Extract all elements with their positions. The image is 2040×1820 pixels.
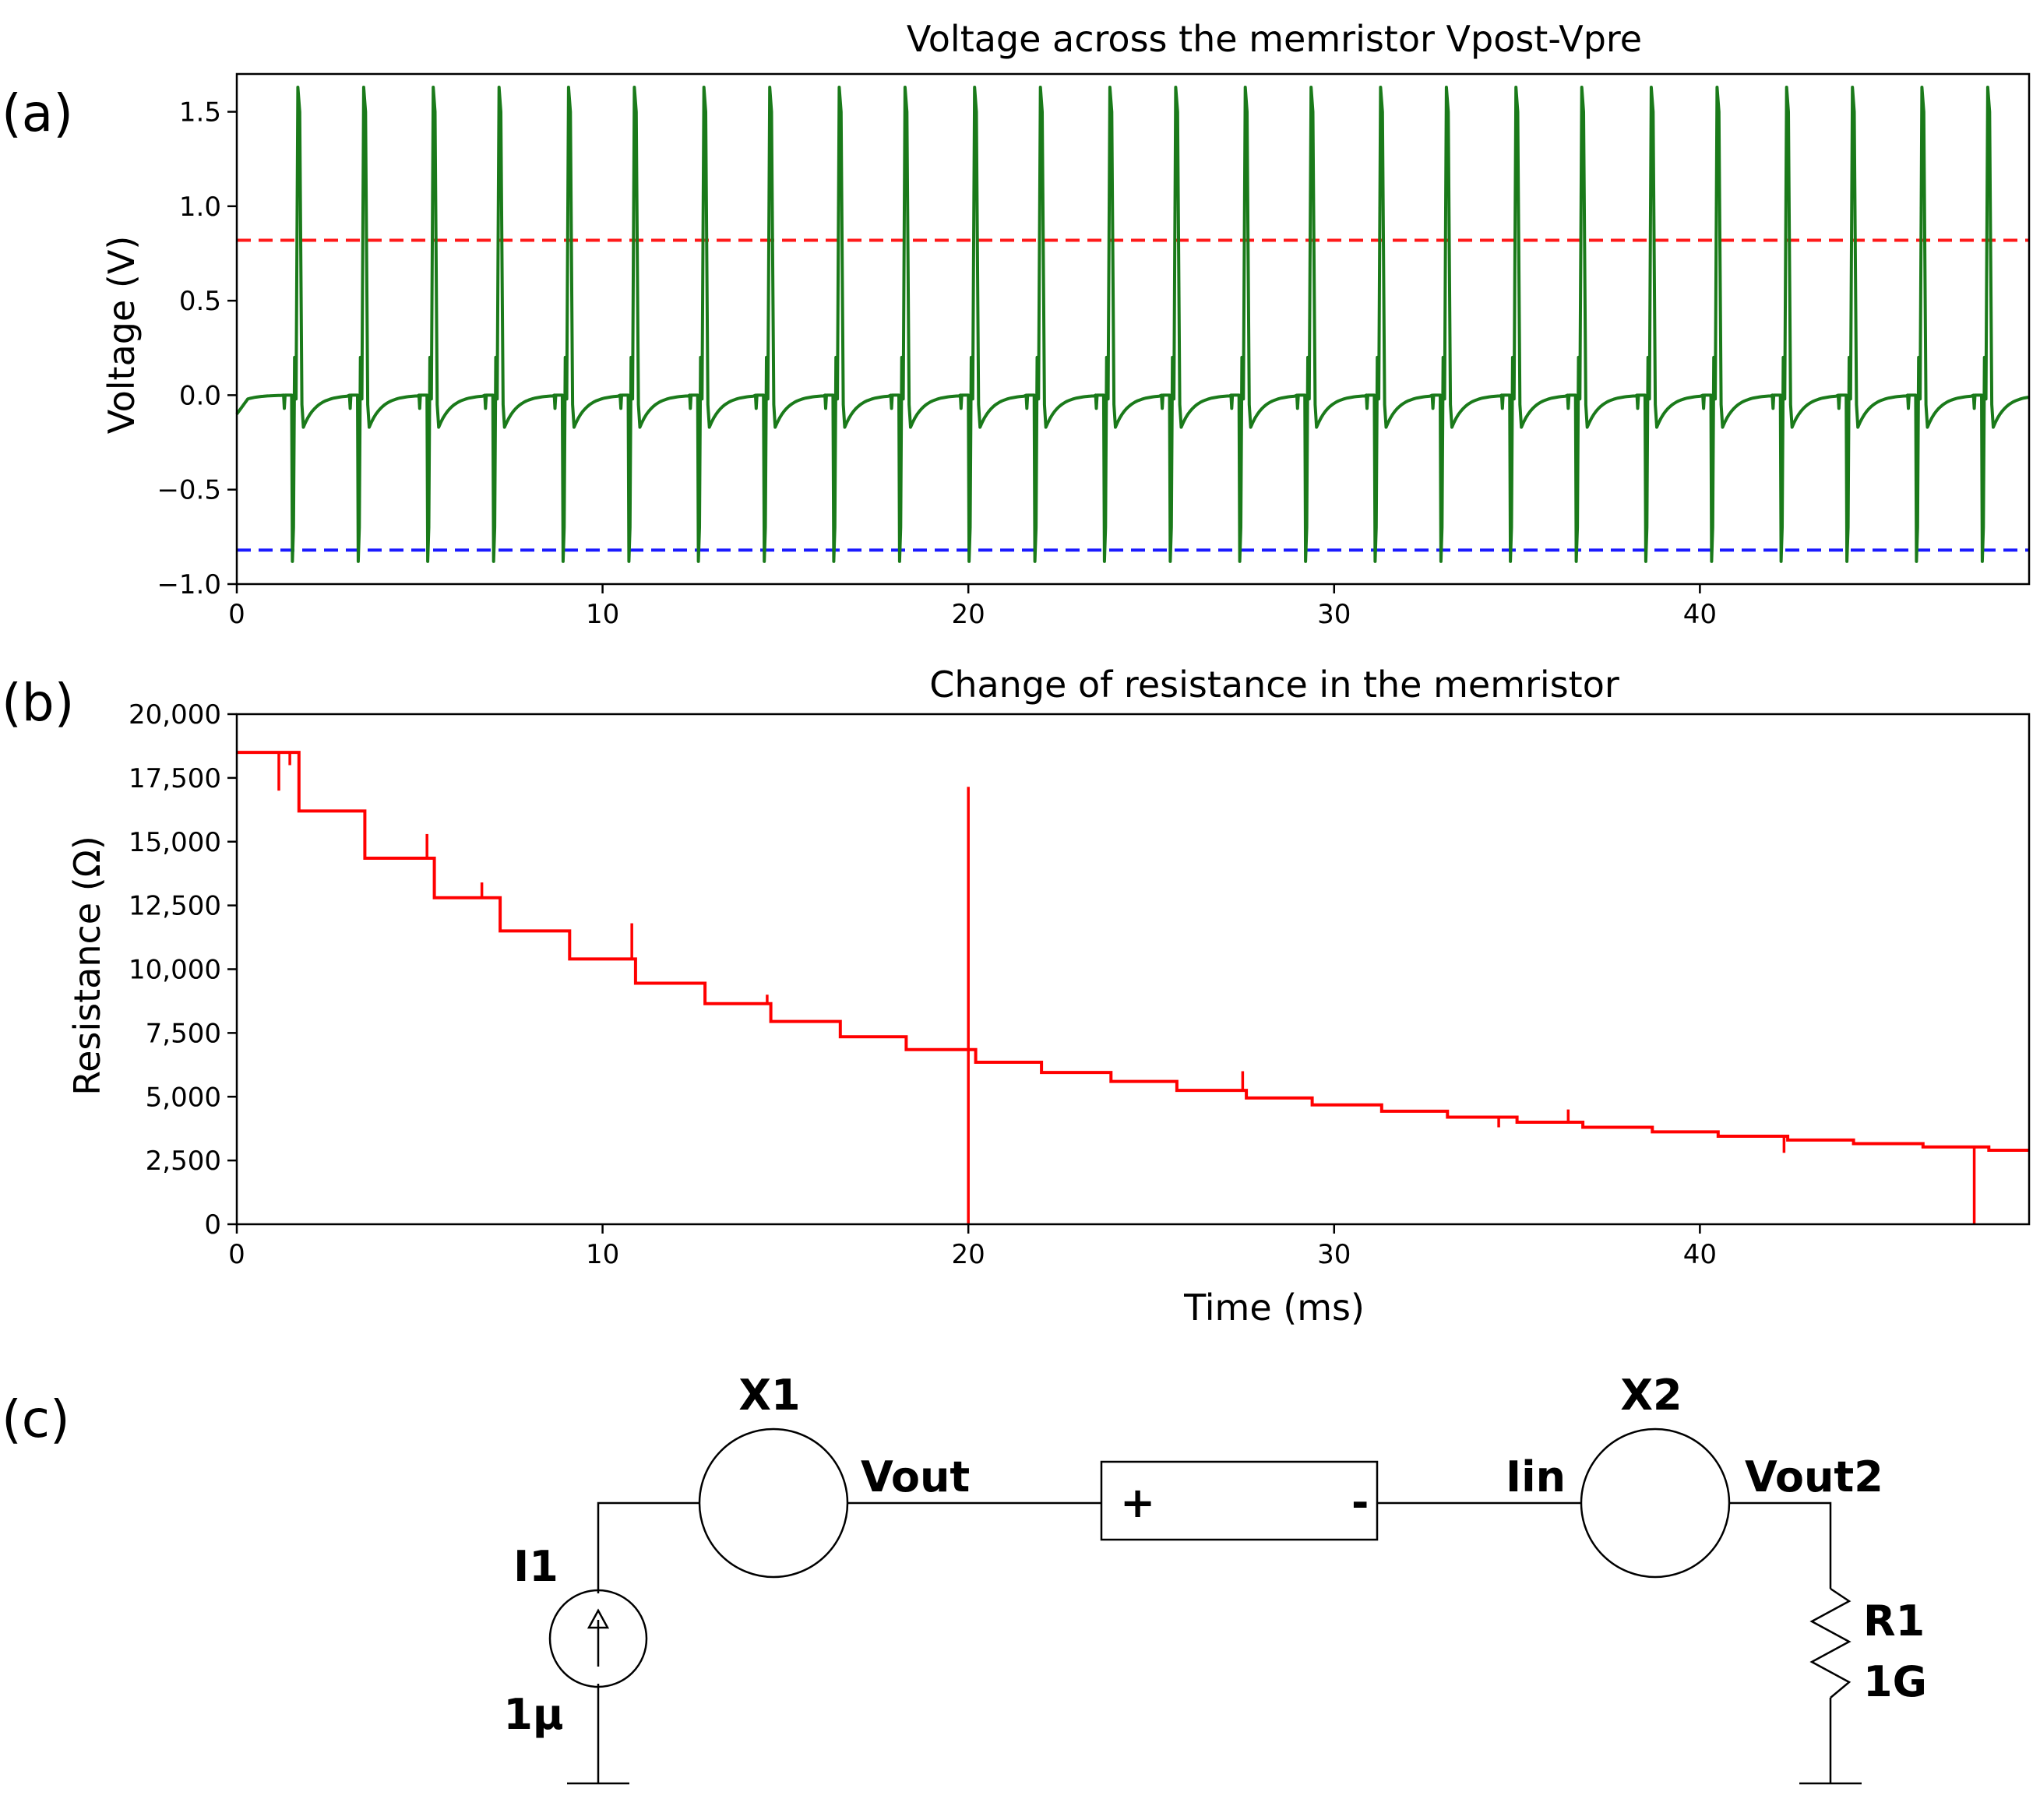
memristor-element bbox=[1100, 1460, 1379, 1541]
iin-label: Iin bbox=[1506, 1452, 1566, 1501]
x2-label: X2 bbox=[1620, 1371, 1682, 1420]
resistance-y-tick-label: 0 bbox=[204, 1209, 221, 1241]
voltage-chart-title: Voltage across the memristor Vpost-Vpre bbox=[907, 18, 1642, 60]
voltage-chart-ticks: 0 10 20 30 40 −1.0 −0.5 0.0 0.5 1.0 1.5 bbox=[157, 97, 1717, 630]
time-x-axis-label: Time (ms) bbox=[1183, 1287, 1365, 1329]
resistance-chart-title: Change of resistance in the memristor bbox=[929, 664, 1619, 706]
resistance-y-axis-label: Resistance (Ω) bbox=[66, 836, 108, 1096]
resistance-plot-frame bbox=[235, 713, 2031, 1226]
i1-label: I1 bbox=[513, 1542, 558, 1591]
voltage-chart-marks bbox=[235, 86, 2029, 563]
resistance-y-tick-label: 10,000 bbox=[129, 955, 221, 986]
wire-i1-x1 bbox=[597, 1501, 699, 1593]
x1-label: X1 bbox=[738, 1371, 800, 1420]
resistance-y-tick-label: 7,500 bbox=[146, 1018, 221, 1049]
resistance-x-tick-label: 40 bbox=[1683, 1239, 1717, 1270]
r1-label: R1 bbox=[1863, 1596, 1925, 1646]
resistance-chart: (b) Change of resistance in the memristo… bbox=[2, 664, 2031, 1329]
arrow-up-icon bbox=[587, 1608, 610, 1667]
voltage-x-tick-label: 0 bbox=[228, 599, 245, 630]
resistance-chart-marks bbox=[236, 751, 2029, 1224]
vout2-label: Vout2 bbox=[1745, 1452, 1883, 1501]
panel-a-label: (a) bbox=[2, 83, 73, 143]
voltage-y-tick-label: 1.0 bbox=[179, 192, 221, 223]
x2-block bbox=[1580, 1427, 1731, 1579]
voltage-y-tick-label: 1.5 bbox=[179, 97, 221, 128]
minus-terminal-label: - bbox=[1351, 1478, 1369, 1527]
wire-x2-r1 bbox=[1729, 1501, 1832, 1589]
resistance-series-line bbox=[236, 751, 2029, 1152]
voltage-y-tick-label: 0.5 bbox=[179, 286, 221, 317]
resistance-x-tick-label: 30 bbox=[1317, 1239, 1351, 1270]
resistance-y-tick-label: 5,000 bbox=[146, 1082, 221, 1113]
resistance-y-tick-label: 12,500 bbox=[129, 891, 221, 922]
voltage-y-tick-label: 0.0 bbox=[179, 380, 221, 411]
resistance-y-tick-label: 15,000 bbox=[129, 827, 221, 858]
voltage-y-tick-label: −0.5 bbox=[157, 475, 221, 506]
resistance-x-tick-label: 20 bbox=[952, 1239, 985, 1270]
resistance-chart-ticks: 0 10 20 30 40 0 2,500 5,000 7,500 10,000 12,500 15,… bbox=[129, 699, 1717, 1270]
voltage-chart: (a) Voltage across the memristor Vpost-V… bbox=[2, 18, 2031, 630]
r1-value: 1G bbox=[1863, 1657, 1927, 1706]
panel-c-label: (c) bbox=[2, 1389, 70, 1449]
circuit-diagram: (c) X1 Vout + - X2 Iin Vout2 I1 1μ R1 1G bbox=[2, 1371, 1927, 1785]
voltage-x-tick-label: 10 bbox=[586, 599, 619, 630]
panel-b-label: (b) bbox=[2, 673, 74, 733]
voltage-x-tick-label: 30 bbox=[1317, 599, 1351, 630]
voltage-plot-frame bbox=[235, 72, 2031, 586]
resistance-y-tick-label: 2,500 bbox=[146, 1146, 221, 1177]
resistor-r1 bbox=[1809, 1587, 1852, 1699]
i1-value: 1μ bbox=[503, 1690, 563, 1739]
resistance-y-tick-label: 20,000 bbox=[129, 699, 221, 730]
plus-terminal-label: + bbox=[1120, 1478, 1155, 1527]
vout-label: Vout bbox=[861, 1452, 970, 1501]
voltage-x-tick-label: 20 bbox=[952, 599, 985, 630]
resistance-y-tick-label: 17,500 bbox=[129, 763, 221, 794]
current-source-i1 bbox=[548, 1589, 648, 1688]
voltage-series-line bbox=[235, 86, 2029, 563]
resistance-x-tick-label: 10 bbox=[586, 1239, 619, 1270]
voltage-x-tick-label: 40 bbox=[1683, 599, 1717, 630]
x1-block bbox=[698, 1427, 849, 1579]
voltage-y-axis-label: Voltage (V) bbox=[100, 236, 143, 435]
voltage-y-tick-label: −1.0 bbox=[157, 569, 221, 600]
resistance-x-tick-label: 0 bbox=[228, 1239, 245, 1270]
